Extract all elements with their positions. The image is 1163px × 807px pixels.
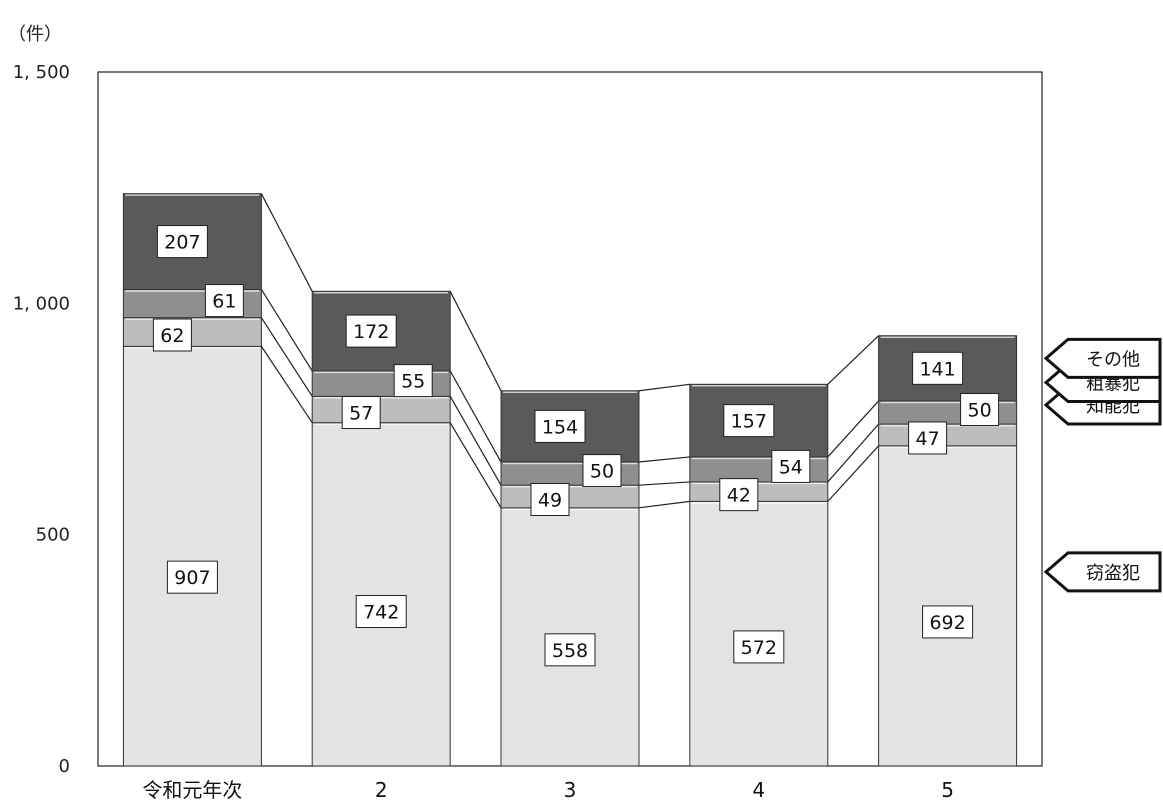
data-label: 558 xyxy=(552,640,588,662)
data-label: 572 xyxy=(741,637,777,659)
data-label-box xyxy=(723,404,775,438)
y-tick-label: 1, 000 xyxy=(13,293,70,314)
series-connector-line xyxy=(638,456,690,463)
legend-label: 窃盗犯 xyxy=(1086,563,1140,584)
series-connector-line xyxy=(449,422,502,509)
data-label: 172 xyxy=(353,321,389,343)
series-connector-line xyxy=(260,317,313,397)
y-axis-unit-label: （件） xyxy=(8,24,62,45)
data-label-box xyxy=(166,560,218,594)
series-connector-line xyxy=(638,500,690,509)
series-connector-line xyxy=(827,445,880,502)
legend-label: その他 xyxy=(1086,349,1140,370)
series-connector-line xyxy=(449,370,502,463)
data-label-box xyxy=(156,225,208,259)
bar-segment xyxy=(500,484,640,509)
data-label: 50 xyxy=(968,400,992,422)
data-label-box xyxy=(544,633,596,667)
data-label-box xyxy=(152,318,192,352)
data-label-box xyxy=(530,482,570,516)
data-label-box xyxy=(719,478,759,512)
series-connector-line xyxy=(827,400,880,458)
bar-segment xyxy=(878,423,1018,447)
data-label-box xyxy=(534,409,586,443)
data-label-box xyxy=(733,630,785,664)
series-connector-line xyxy=(260,289,313,372)
series-connector-line xyxy=(638,383,690,392)
series-connector-line xyxy=(449,396,502,486)
x-tick-label: 4 xyxy=(752,778,765,802)
x-tick-label: 3 xyxy=(564,778,577,802)
data-label: 907 xyxy=(174,567,210,589)
data-label: 57 xyxy=(349,403,373,425)
data-label-box xyxy=(341,396,381,430)
x-tick-label: 5 xyxy=(941,778,954,802)
series-connector-line xyxy=(260,193,313,292)
data-label-box xyxy=(960,393,1000,427)
data-label: 742 xyxy=(363,602,399,624)
series-connector-line xyxy=(638,481,690,486)
data-label: 54 xyxy=(779,456,803,478)
y-tick-label: 500 xyxy=(36,525,70,546)
series-connector-line xyxy=(449,291,502,392)
data-label: 47 xyxy=(916,428,940,450)
legend-callout xyxy=(1043,337,1162,379)
data-label-box xyxy=(582,454,622,488)
bar-segment xyxy=(878,445,1018,767)
y-tick-label: 1, 500 xyxy=(13,62,70,83)
data-label: 157 xyxy=(731,411,767,433)
data-label: 55 xyxy=(401,371,425,393)
data-label: 154 xyxy=(542,416,578,438)
data-label: 61 xyxy=(212,291,236,313)
data-label: 692 xyxy=(929,612,965,634)
data-label-box xyxy=(345,314,397,348)
data-label: 49 xyxy=(538,489,562,511)
data-label: 62 xyxy=(160,325,184,347)
data-label-box xyxy=(912,351,964,385)
data-label-box xyxy=(393,364,433,398)
series-connector-line xyxy=(260,346,313,424)
x-tick-label: 2 xyxy=(375,778,388,802)
bar-segment xyxy=(122,345,262,767)
data-label-box xyxy=(771,449,811,483)
x-tick-label: 令和元年次 xyxy=(142,778,242,802)
data-label-box xyxy=(908,421,948,455)
bar-segment xyxy=(689,481,829,502)
data-label: 207 xyxy=(164,232,200,254)
data-label-box xyxy=(204,284,244,318)
data-label: 42 xyxy=(727,485,751,507)
series-connector-line xyxy=(827,423,880,483)
data-label-box xyxy=(355,595,407,629)
bar-segment xyxy=(311,422,451,767)
data-label-box xyxy=(922,605,974,639)
series-connector-line xyxy=(827,335,880,385)
legend-callout xyxy=(1043,551,1162,593)
y-tick-label: 0 xyxy=(59,756,70,777)
data-label: 50 xyxy=(590,461,614,483)
bar-segment xyxy=(122,317,262,347)
data-label: 141 xyxy=(919,358,955,380)
bar-segment xyxy=(311,395,451,424)
